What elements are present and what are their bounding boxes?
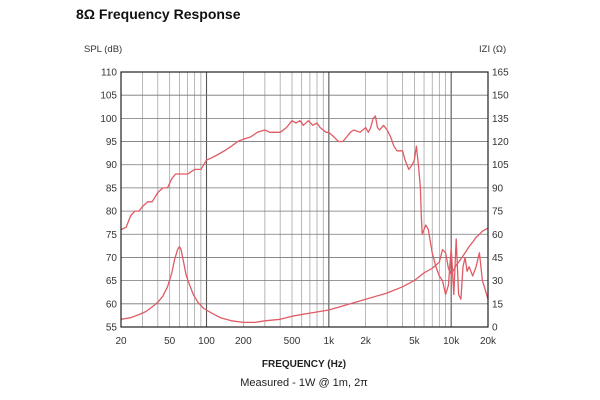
y-right-tick-label: 135 <box>492 114 509 125</box>
plot-background <box>121 72 488 327</box>
spl-response-line <box>120 115 489 300</box>
y-right-tick-label: 15 <box>492 299 504 310</box>
chart-title: 8Ω Frequency Response <box>76 6 241 22</box>
y-left-tick-label: 75 <box>106 230 118 241</box>
y-right-tick-label: 105 <box>492 160 509 171</box>
y-right-tick-label: 120 <box>492 137 509 148</box>
left-axis-label: SPL (dB) <box>84 44 122 55</box>
y-left-tick-label: 60 <box>106 299 118 310</box>
y-left-tick-label: 90 <box>106 160 118 171</box>
y-left-tick-label: 65 <box>106 276 118 287</box>
x-tick-label: 20k <box>480 336 497 347</box>
impedance-line <box>120 227 489 324</box>
y-right-tick-label: 150 <box>492 91 509 102</box>
y-left-tick-label: 95 <box>106 137 118 148</box>
y-right-tick-label: 60 <box>492 230 504 241</box>
x-tick-label: 1k <box>324 336 336 347</box>
x-tick-label: 50 <box>164 336 176 347</box>
data-lines <box>120 115 489 324</box>
right-axis-label: IZI (Ω) <box>479 44 506 55</box>
tick-labels: 55 60 65 70 75 80 85 90 95 100 105 110 0 15 30 45 60 75 90… <box>100 68 509 348</box>
y-right-tick-label: 165 <box>492 68 509 79</box>
y-left-tick-label: 110 <box>101 68 117 79</box>
x-tick-label: 200 <box>235 336 252 347</box>
y-right-tick-label: 30 <box>492 276 504 287</box>
x-tick-label: 100 <box>198 336 215 347</box>
y-right-tick-label: 90 <box>492 183 504 194</box>
y-left-tick-label: 55 <box>106 323 118 334</box>
plot-frame <box>120 71 489 328</box>
x-axis-label: FREQUENCY (Hz) <box>262 359 346 370</box>
y-left-tick-label: 70 <box>106 253 118 264</box>
y-right-tick-label: 75 <box>492 207 504 218</box>
y-right-tick-label: 45 <box>492 253 504 264</box>
x-tick-label: 5k <box>409 336 421 347</box>
chart-subtitle: Measured - 1W @ 1m, 2π <box>240 377 368 389</box>
y-left-tick-label: 105 <box>100 91 117 102</box>
grid <box>120 71 489 328</box>
y-left-tick-label: 100 <box>100 114 117 125</box>
x-tick-label: 2k <box>360 336 372 347</box>
x-tick-label: 20 <box>115 336 127 347</box>
y-right-tick-label: 0 <box>492 323 498 334</box>
y-left-tick-label: 80 <box>106 207 118 218</box>
x-tick-label: 500 <box>284 336 301 347</box>
x-tick-label: 10k <box>443 336 460 347</box>
y-left-tick-label: 85 <box>106 183 118 194</box>
